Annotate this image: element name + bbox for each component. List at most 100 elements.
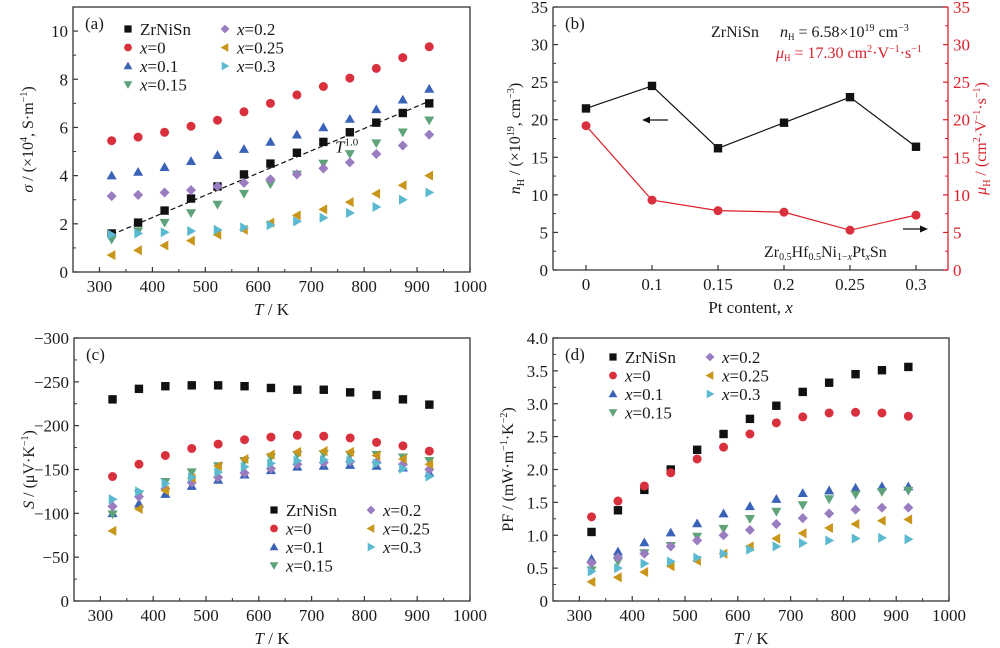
data-point — [239, 453, 249, 465]
legend-label: x=0.2 — [382, 501, 421, 520]
data-point — [845, 92, 855, 102]
y-tick-label: 15 — [531, 148, 548, 167]
data-point — [639, 548, 650, 559]
data-point — [424, 446, 434, 456]
data-point — [345, 433, 355, 443]
data-point — [713, 144, 723, 153]
legend-item: x=0 — [609, 367, 651, 386]
y-tick-label: 0 — [540, 261, 549, 280]
data-point — [424, 170, 434, 181]
y-axis: 0 −50 −100 −150 −200 −250 −300 — [34, 329, 79, 611]
data-point — [186, 185, 197, 196]
data-point — [133, 245, 142, 256]
data-point — [665, 541, 676, 552]
data-point — [212, 229, 222, 240]
legend-item: ZrNiSn — [270, 501, 338, 520]
series-x-0 — [587, 407, 913, 522]
x-tick-label: 600 — [246, 606, 272, 625]
data-point — [133, 503, 143, 514]
data-point — [186, 194, 196, 203]
legend-item: x=0.1 — [269, 538, 324, 557]
reference-label: ZrNiSn — [711, 24, 759, 41]
data-point — [903, 502, 914, 513]
x-tick-label: 400 — [140, 277, 166, 296]
data-point — [134, 384, 144, 394]
y-axis-label: nH / (×1019, cm−3) — [506, 83, 527, 195]
data-point — [798, 538, 808, 549]
data-point — [398, 108, 407, 118]
data-point — [398, 53, 408, 63]
data-point — [266, 219, 276, 231]
data-point — [160, 206, 169, 215]
fit-annotation: T1.0 — [335, 137, 359, 157]
data-point — [213, 381, 223, 390]
legend-label: x=0 — [285, 520, 312, 539]
y-tick-label: 8 — [60, 70, 69, 89]
x-axis: 0 0.1 0.15 0.2 0.25 0.3 — [582, 265, 927, 294]
data-point — [665, 527, 676, 537]
legend-item: x=0.2 — [705, 348, 760, 367]
x-axis-label: T / K — [254, 300, 290, 319]
x-tick-label: 600 — [246, 277, 272, 296]
y-tick-label: −200 — [34, 417, 69, 436]
y-tick-label: 25 — [531, 73, 548, 92]
data-point — [266, 383, 276, 393]
x-tick-label: 0.25 — [835, 275, 865, 294]
panel-c-seebeck: 300 400 500 600 700 800 900 1000 0 −50 −100 −150 −20… — [20, 329, 487, 648]
data-point — [824, 378, 834, 387]
data-point — [159, 187, 170, 198]
data-point — [904, 534, 914, 545]
data-point — [397, 453, 407, 465]
x-tick-label: 800 — [831, 606, 857, 625]
data-point — [319, 454, 329, 465]
data-point — [797, 488, 808, 497]
y-axis: 0 2 4 6 8 10 — [51, 22, 78, 282]
data-point — [371, 104, 382, 114]
y-tick-label: −250 — [34, 373, 69, 392]
data-point — [425, 400, 434, 409]
series-x-0-3 — [107, 187, 435, 240]
legend-marker — [269, 562, 279, 570]
data-point — [186, 121, 196, 131]
data-point — [161, 478, 171, 489]
data-point — [186, 209, 197, 219]
data-point — [718, 524, 729, 534]
data-point — [159, 162, 170, 171]
data-point — [692, 454, 702, 464]
legend-item: x=0.3 — [221, 57, 275, 76]
data-point — [213, 224, 223, 235]
legend-label: ZrNiSn — [140, 20, 192, 39]
legend-marker — [221, 61, 230, 71]
series-x-0-1 — [106, 83, 435, 180]
y-tick-label: 3.0 — [527, 395, 548, 414]
data-point — [613, 496, 623, 506]
y-tick-label: 4 — [60, 167, 69, 186]
x-tick-label: 0.15 — [703, 275, 733, 294]
data-point — [265, 180, 276, 190]
data-point — [292, 90, 302, 100]
data-point — [824, 408, 834, 418]
legend-marker — [366, 505, 376, 515]
data-point — [213, 460, 222, 472]
data-point — [911, 142, 921, 151]
legend-item: ZrNiSn — [124, 20, 192, 39]
arrow-right-head-icon — [920, 225, 928, 233]
data-point — [372, 390, 381, 400]
data-point — [745, 429, 755, 439]
data-point — [371, 450, 381, 461]
legend-marker — [269, 542, 279, 551]
data-point — [424, 42, 434, 52]
data-point — [903, 486, 914, 496]
data-point — [372, 437, 382, 447]
data-point — [586, 557, 597, 568]
legend-item: x=0 — [270, 520, 312, 539]
legend-label: x=0.25 — [236, 39, 284, 58]
data-point — [107, 229, 117, 240]
data-point — [771, 494, 782, 503]
data-point — [371, 63, 381, 73]
data-point — [824, 485, 835, 495]
legend-label: x=0.3 — [721, 385, 760, 404]
data-point — [398, 441, 408, 451]
data-point — [345, 73, 355, 83]
